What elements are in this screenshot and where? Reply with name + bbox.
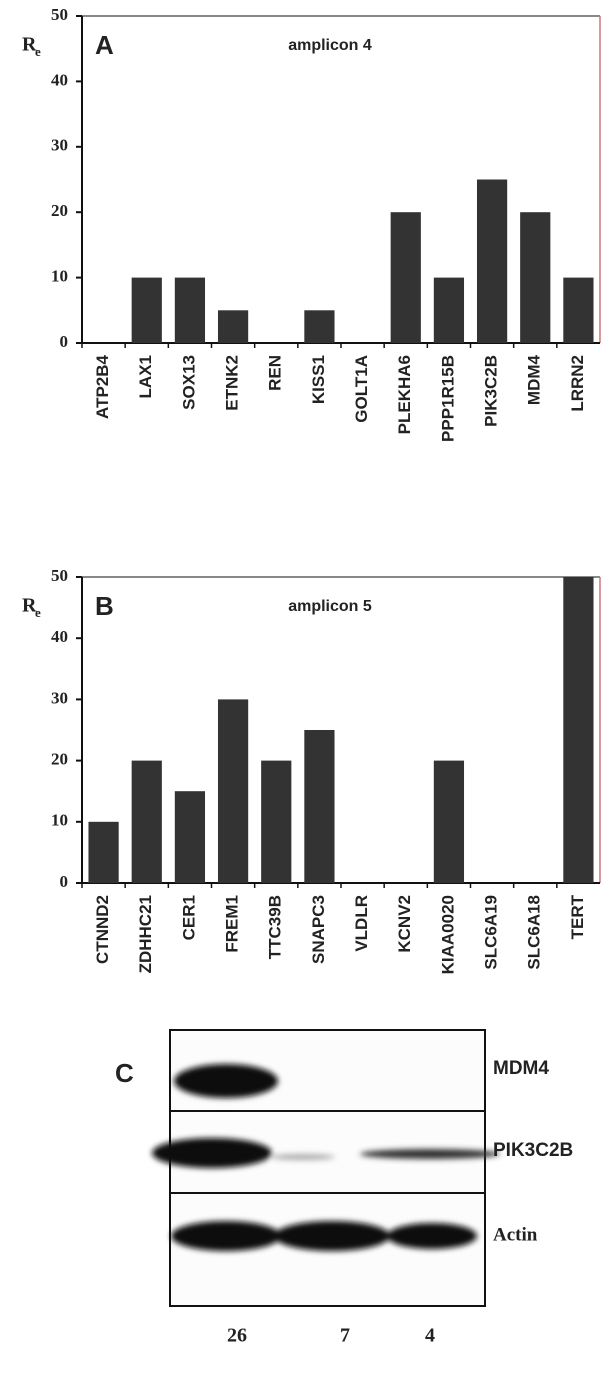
y-tick-label: 0 (60, 872, 69, 891)
bar (304, 730, 334, 883)
bar (520, 212, 550, 343)
chart-title: amplicon 5 (288, 598, 372, 615)
bar (434, 278, 464, 343)
blot-row-label: MDM4 (493, 1058, 549, 1079)
band (387, 1223, 477, 1249)
y-axis-label-sub: e (35, 44, 41, 59)
x-tick-label: SLC6A19 (482, 895, 501, 970)
bar (132, 278, 162, 343)
x-tick-label: FREM1 (223, 895, 242, 953)
bar (563, 577, 593, 883)
bar (175, 791, 205, 883)
band (271, 1154, 335, 1160)
bar (132, 761, 162, 883)
y-tick-label: 20 (51, 201, 68, 220)
bar (88, 822, 118, 883)
x-tick-label: CER1 (179, 895, 198, 940)
x-tick-label: SLC6A18 (525, 895, 544, 970)
bar (218, 310, 248, 343)
band (174, 1064, 278, 1098)
bar (477, 180, 507, 344)
chart-title: amplicon 4 (288, 37, 372, 54)
y-tick-label: 40 (51, 70, 68, 89)
lane-label: 26 (227, 1325, 247, 1347)
blot-row-label: Actin (493, 1224, 538, 1245)
x-tick-label: SOX13 (179, 355, 198, 410)
x-tick-label: GOLT1A (352, 355, 371, 423)
x-tick-label: TTC39B (266, 895, 285, 959)
bar (391, 212, 421, 343)
y-tick-label: 30 (51, 688, 68, 707)
x-tick-label: PIK3C2B (482, 355, 501, 427)
y-tick-label: 0 (60, 332, 69, 351)
bar (304, 310, 334, 343)
y-tick-label: 50 (51, 566, 68, 585)
x-tick-label: VLDLR (352, 895, 371, 952)
y-tick-label: 10 (51, 267, 68, 286)
x-tick-label: LAX1 (136, 355, 155, 398)
y-axis-label-sub: e (35, 605, 41, 620)
x-tick-label: REN (266, 355, 285, 391)
x-tick-label: ETNK2 (223, 355, 242, 411)
panel-letter: B (95, 591, 114, 621)
bar (434, 761, 464, 883)
x-tick-label: SNAPC3 (309, 895, 328, 964)
y-tick-label: 40 (51, 627, 68, 646)
band (360, 1149, 500, 1159)
band (274, 1221, 390, 1251)
lane-label: 7 (340, 1325, 350, 1347)
y-tick-label: 20 (51, 750, 68, 769)
y-tick-label: 10 (51, 811, 68, 830)
x-tick-label: PPP1R15B (438, 355, 457, 442)
x-tick-label: ZDHHC21 (136, 895, 155, 973)
y-tick-label: 50 (51, 5, 68, 24)
panel-letter: A (95, 30, 114, 60)
x-tick-label: LRRN2 (568, 355, 587, 412)
band (152, 1138, 272, 1168)
bar (218, 699, 248, 883)
bar (261, 761, 291, 883)
band (171, 1221, 281, 1251)
y-tick-label: 30 (51, 136, 68, 155)
panel-letter: C (115, 1058, 134, 1088)
bar (175, 278, 205, 343)
bar (563, 278, 593, 343)
x-tick-label: TERT (568, 894, 587, 939)
x-tick-label: ATP2B4 (93, 354, 112, 418)
x-tick-label: CTNND2 (93, 895, 112, 964)
figure: C MDM4 PIK3C2B Actin 26 7 4 Aamplicon 4 R… (0, 0, 611, 1374)
x-tick-label: KIAA0020 (438, 895, 457, 974)
x-tick-label: PLEKHA6 (395, 355, 414, 434)
x-tick-label: MDM4 (525, 354, 544, 405)
blot-row-label: PIK3C2B (493, 1140, 573, 1161)
lane-label: 4 (425, 1325, 435, 1347)
x-tick-label: KISS1 (309, 355, 328, 404)
x-tick-label: KCNV2 (395, 895, 414, 953)
